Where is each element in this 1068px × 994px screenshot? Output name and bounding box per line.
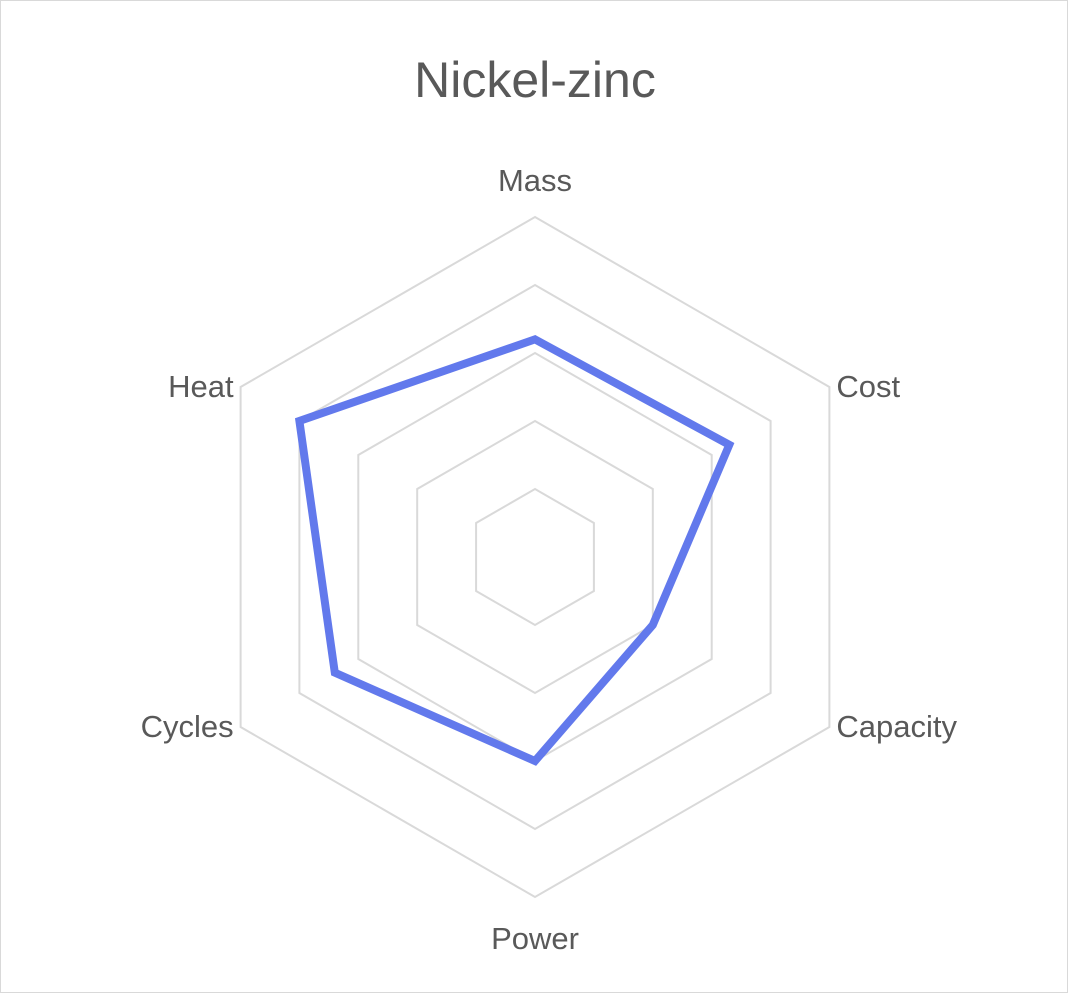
axis-labels: Mass Cost Capacity Power Cycles Heat [141,163,958,956]
series-layer [294,335,735,766]
series-line-0 [294,335,735,766]
grid-ring-4 [298,283,772,831]
grid-ring-5 [239,215,831,899]
category-label-mass: Mass [498,163,572,198]
grid-ring-2 [416,419,654,695]
category-label-power: Power [491,921,579,956]
grid-ring-1 [475,487,595,627]
category-label-capacity: Capacity [836,709,957,744]
category-label-cost: Cost [836,369,900,404]
grid-ring-3 [357,351,713,763]
chart-title: Nickel-zinc [414,52,656,108]
category-label-cycles: Cycles [141,709,234,744]
radar-grid [239,215,831,899]
category-label-heat: Heat [168,369,234,404]
